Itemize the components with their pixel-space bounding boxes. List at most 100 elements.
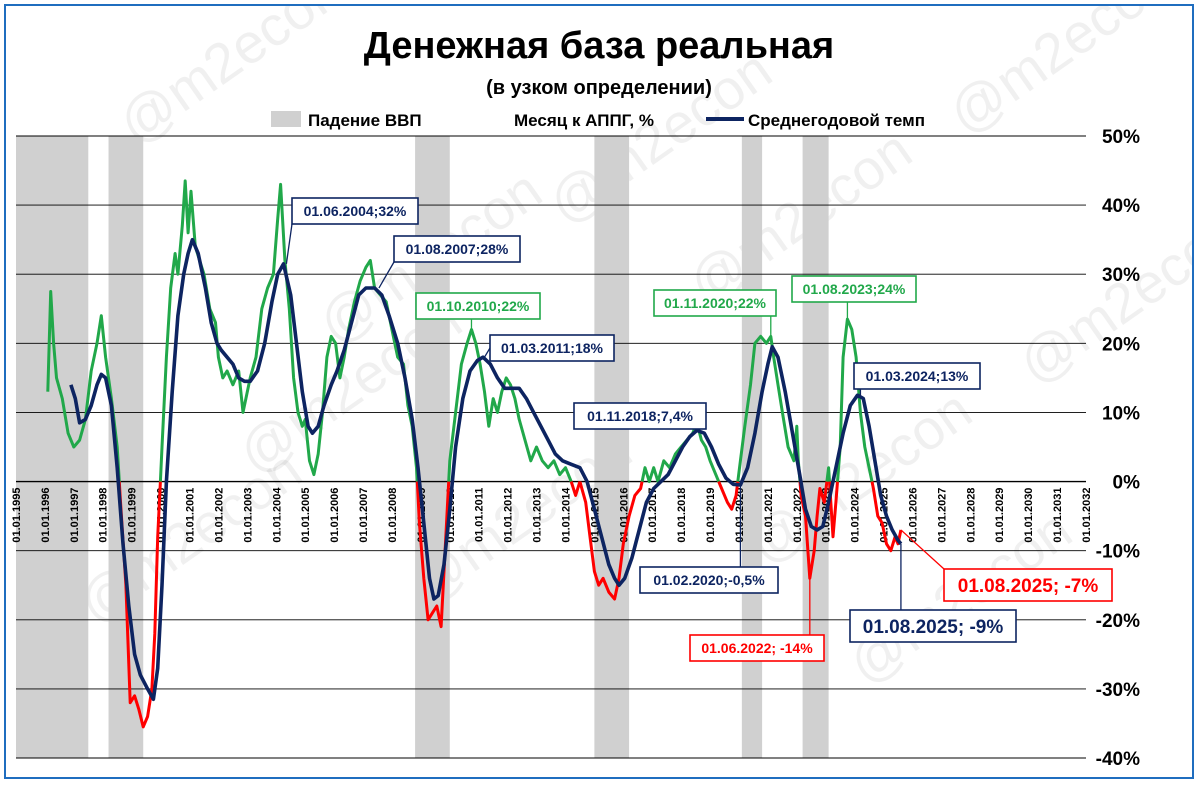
x-tick-label: 01.01.2012: [503, 488, 515, 543]
x-tick-label: 01.01.2024: [850, 487, 862, 543]
x-tick-label: 01.01.2008: [387, 488, 399, 543]
annotation-label: 01.06.2004;32%: [304, 203, 407, 219]
annotation-leader: [285, 223, 293, 264]
recession-band: [16, 136, 89, 758]
watermark-text: @m2econ: [937, 6, 1183, 146]
y-axis: 50% 40% 30% 20% 10% 0% -10% -20% -30% -40%: [1096, 127, 1140, 770]
series-monthly-line: [717, 481, 740, 511]
legend-label: Падение ВВП: [308, 111, 422, 130]
legend-label: Среднегодовой темп: [748, 111, 925, 130]
y-tick-label: -30%: [1096, 680, 1140, 701]
y-tick-label: -40%: [1096, 749, 1140, 770]
annotation-callout: 01.08.2007;28%: [378, 235, 521, 289]
annotation-callout: 01.08.2025; -7%: [900, 529, 1113, 602]
annotation-label: 01.03.2024;13%: [866, 368, 969, 384]
x-tick-label: 01.01.2004: [271, 487, 283, 543]
annotation-box: [489, 334, 615, 362]
recession-band: [802, 136, 829, 758]
annotation-label: 01.08.2023;24%: [803, 281, 906, 297]
chart-title: Денежная база реальная: [364, 25, 834, 67]
annotation-callout: 01.08.2023;24%: [791, 275, 917, 320]
x-tick-label: 01.01.2003: [242, 488, 254, 543]
y-tick-label: -10%: [1096, 542, 1140, 563]
annotation-label: 01.08.2025; -9%: [863, 617, 1004, 638]
x-tick-label: 01.01.2011: [474, 488, 486, 542]
annotation-box: [943, 568, 1113, 602]
watermark-text: @m2econ: [1007, 197, 1192, 395]
series-monthly-line: [836, 317, 874, 482]
x-tick-label: 01.01.1995: [11, 488, 23, 543]
x-tick-label: 01.01.2002: [213, 488, 225, 543]
recession-band: [594, 136, 630, 758]
annotation-callout: 01.03.2011;18%: [483, 334, 615, 362]
annotation-box: [639, 566, 779, 594]
annotation-label: 01.10.2010;22%: [427, 298, 530, 314]
annotation-box: [791, 275, 917, 303]
x-tick-label: 01.01.2029: [994, 488, 1006, 543]
x-tick-label: 01.01.2028: [965, 488, 977, 543]
annotation-callout: 01.11.2020;22%: [653, 289, 777, 337]
x-tick-label: 01.01.1997: [69, 488, 81, 543]
y-tick-label: 50%: [1102, 127, 1140, 148]
x-tick-label: 01.01.2030: [1023, 488, 1035, 543]
chart-subtitle: (в узком определении): [486, 77, 712, 99]
recession-band: [415, 136, 450, 758]
series-monthly-line: [158, 179, 419, 482]
chart-svg: @m2econ @m2econ@m2econ@m2econ@m2econ @m2ec…: [11, 6, 1192, 770]
annotation-leader: [900, 529, 945, 570]
y-tick-label: 10%: [1102, 403, 1140, 424]
series-monthly-line: [46, 290, 121, 482]
x-tick-label: 01.01.2019: [705, 488, 717, 543]
y-tick-label: 40%: [1102, 196, 1140, 217]
legend: Падение ВВП Месяц к АППГ, % Среднегодовой …: [271, 111, 925, 130]
legend-label: Месяц к АППГ, %: [514, 111, 654, 130]
series-monthly-line: [569, 481, 582, 497]
annotation-label: 01.06.2022; -14%: [701, 640, 813, 656]
annotation-callout: 01.06.2004;32%: [285, 197, 419, 264]
annotation-box: [853, 362, 981, 390]
y-tick-label: -20%: [1096, 611, 1140, 632]
annotation-box: [393, 235, 521, 263]
annotation-label: 01.02.2020;-0,5%: [653, 572, 765, 588]
x-tick-label: 01.01.2027: [936, 488, 948, 543]
annotation-box: [849, 609, 1017, 643]
x-tick-label: 01.01.1996: [40, 488, 52, 543]
annotation-label: 01.03.2011;18%: [501, 340, 604, 356]
x-tick-label: 01.01.2017: [647, 488, 659, 543]
series-lines: [46, 179, 903, 729]
annotation-callout: 01.06.2022; -14%: [689, 578, 825, 662]
x-tick-label: 01.01.2013: [532, 488, 544, 543]
legend-swatch-band: [271, 111, 301, 127]
x-tick-label: 01.01.2006: [329, 488, 341, 543]
annotation-box: [415, 292, 541, 320]
x-tick-label: 01.01.1999: [127, 488, 139, 543]
annotation-label: 01.08.2007;28%: [406, 241, 509, 257]
x-tick-label: 01.01.2026: [907, 488, 919, 543]
y-tick-label: 0%: [1113, 473, 1141, 494]
y-tick-label: 30%: [1102, 265, 1140, 286]
annotation-box: [689, 634, 825, 662]
annotations: 01.06.2004;32% 01.08.2007;28% 01.10.2010;2…: [285, 197, 1113, 662]
annotation-callout: 01.03.2024;13%: [853, 362, 981, 396]
annotation-label: 01.08.2025; -7%: [958, 576, 1099, 597]
x-tick-label: 01.01.2032: [1081, 488, 1093, 543]
chart-frame: @m2econ @m2econ @m2econ @m2econ @m2econ @m2ec…: [4, 4, 1194, 779]
x-tick-label: 01.01.1998: [98, 488, 110, 543]
x-tick-label: 01.01.2001: [185, 488, 197, 543]
series-monthly-line: [578, 481, 644, 601]
series-monthly-line: [828, 481, 839, 539]
annotation-box: [291, 197, 419, 225]
x-tick-label: 01.01.2031: [1052, 488, 1064, 543]
watermark-text: @m2econ: [107, 6, 353, 156]
annotation-leader: [483, 347, 491, 358]
series-average-line: [69, 237, 903, 702]
x-tick-label: 01.01.2021: [763, 488, 775, 543]
annotation-callout: 01.11.2018;7,4%: [573, 402, 707, 431]
annotation-label: 01.11.2020;22%: [664, 295, 767, 311]
x-tick-label: 01.01.2005: [300, 488, 312, 543]
annotation-callout: 01.02.2020;-0,5%: [639, 485, 779, 594]
x-tick-label: 01.01.2014: [560, 487, 572, 543]
x-tick-label: 01.01.2022: [792, 488, 804, 543]
annotation-box: [573, 402, 707, 430]
x-tick-label: 01.01.2018: [676, 488, 688, 543]
